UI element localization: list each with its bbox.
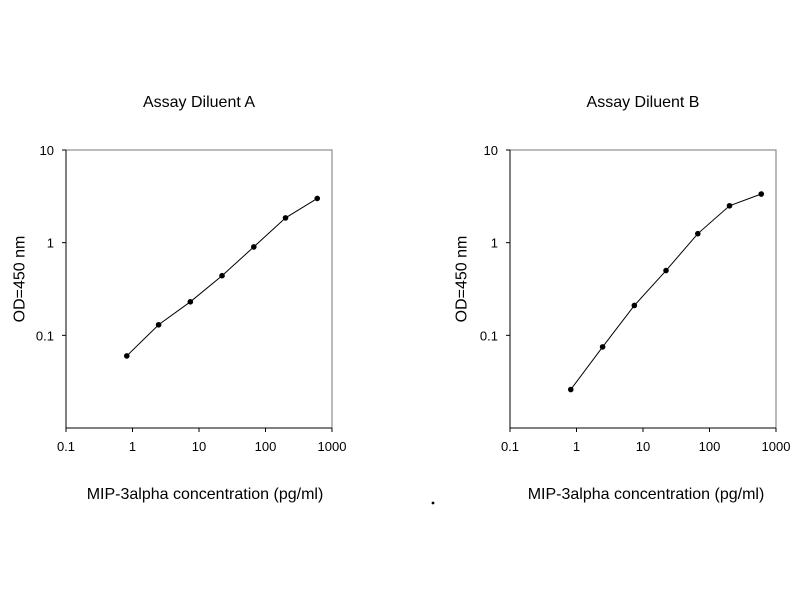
x-tick-label: 1 xyxy=(129,439,136,454)
x-axis-label: MIP-3alpha concentration (pg/ml) xyxy=(528,486,765,503)
data-point xyxy=(219,272,225,279)
chart-panel-b: Assay Diluent B MIP-3alpha concentration… xyxy=(454,94,791,503)
x-tick-label: 10 xyxy=(636,439,650,454)
x-tick-label: 0.1 xyxy=(57,439,75,454)
y-tick-label: 10 xyxy=(484,143,498,158)
x-tick-label: 100 xyxy=(255,439,277,454)
y-tick-label: 1 xyxy=(47,236,54,251)
data-point xyxy=(599,344,606,350)
series-line xyxy=(570,193,762,390)
chart-title: Assay Diluent A xyxy=(143,94,255,111)
plot-frame xyxy=(66,149,333,428)
y-tick-label: 0.1 xyxy=(36,328,54,343)
data-point xyxy=(695,230,701,237)
x-tick-label: 1000 xyxy=(318,439,347,454)
x-axis-label: MIP-3alpha concentration (pg/ml) xyxy=(87,486,324,503)
series-layer xyxy=(123,195,321,359)
y-tick-label: 0.1 xyxy=(480,328,498,343)
y-tick-label: 10 xyxy=(40,143,54,158)
data-point xyxy=(631,302,638,309)
tick-layer: 0.1 1 10 100 1000 0.1 1 10 xyxy=(480,143,791,454)
x-tick-label: 1000 xyxy=(762,439,791,454)
y-tick-label: 1 xyxy=(491,236,498,251)
y-axis-label: OD=450 nm xyxy=(454,236,471,323)
data-point xyxy=(187,299,194,305)
tick-layer: 0.1 1 10 100 1000 0.1 1 10 xyxy=(36,143,347,454)
plot-frame xyxy=(510,149,777,428)
x-tick-label: 10 xyxy=(192,439,206,454)
data-point xyxy=(282,215,289,221)
chart-panel-a: Assay Diluent A MIP-3alpha concentration… xyxy=(12,94,347,503)
x-tick-label: 0.1 xyxy=(501,439,519,454)
x-tick-label: 1 xyxy=(573,439,580,454)
y-axis-label: OD=450 nm xyxy=(12,236,29,323)
data-point xyxy=(314,195,321,202)
data-point xyxy=(567,386,574,393)
axes xyxy=(65,149,333,429)
data-point xyxy=(758,191,765,197)
x-tick-label: 100 xyxy=(699,439,721,454)
data-point xyxy=(663,267,669,274)
data-point xyxy=(155,321,162,328)
data-point xyxy=(251,244,257,250)
series-layer xyxy=(567,191,765,393)
data-point xyxy=(726,202,733,209)
axes xyxy=(509,149,777,429)
data-point xyxy=(123,353,130,359)
stray-dot xyxy=(431,501,435,505)
chart-title: Assay Diluent B xyxy=(587,94,700,111)
